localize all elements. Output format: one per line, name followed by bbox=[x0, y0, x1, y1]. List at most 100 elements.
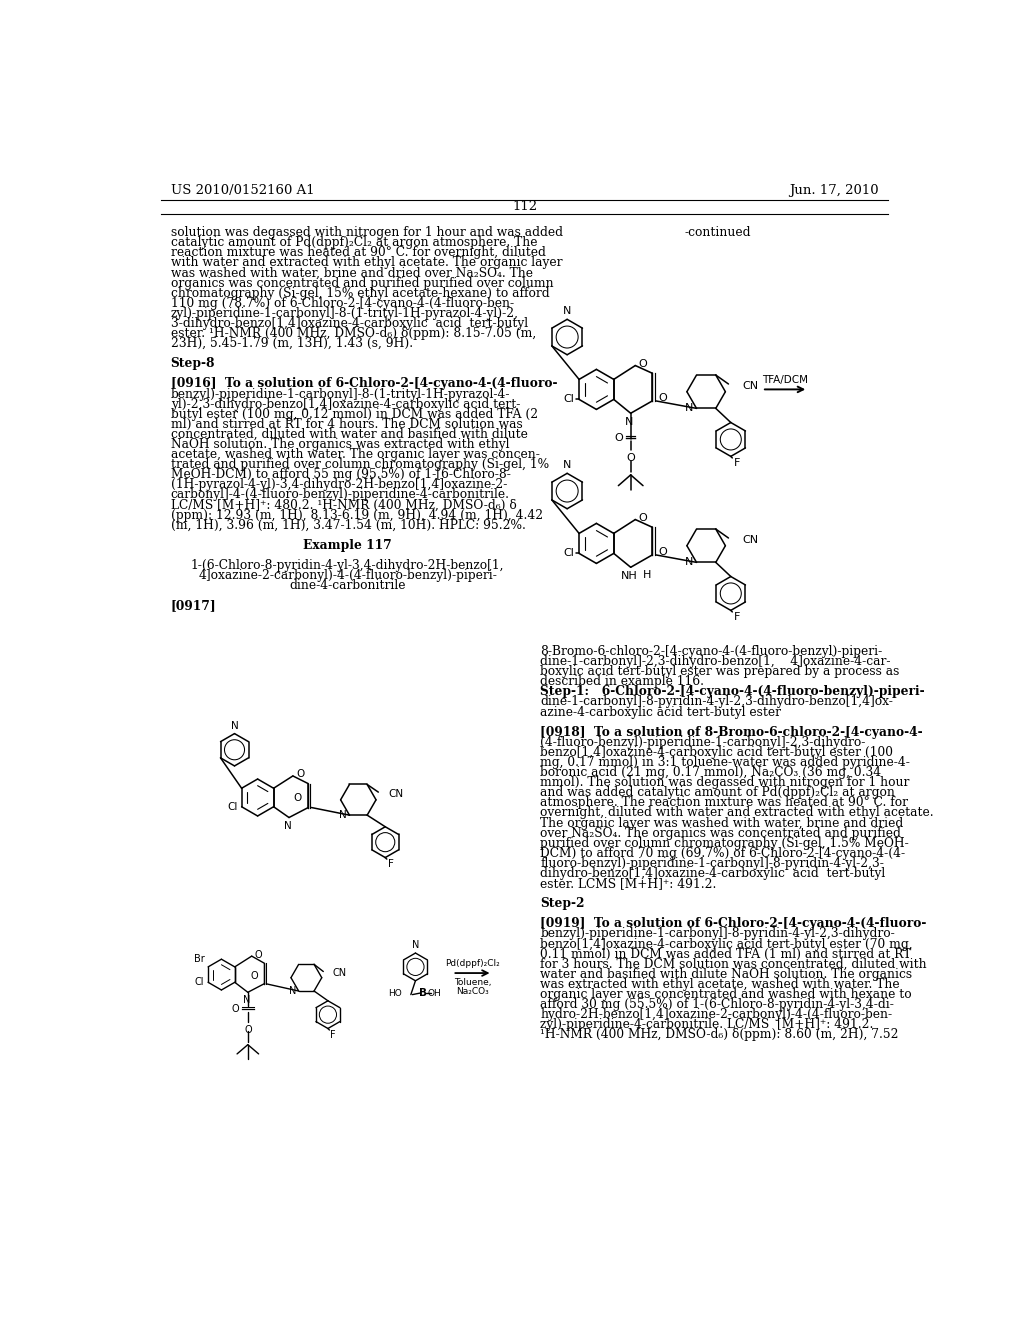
Text: CN: CN bbox=[388, 788, 403, 799]
Text: NH: NH bbox=[621, 572, 638, 581]
Text: Step-1:   6-Chloro-2-[4-cyano-4-(4-fluoro-benzyl)-piperi-: Step-1: 6-Chloro-2-[4-cyano-4-(4-fluoro-… bbox=[541, 685, 925, 698]
Text: benzyl)-piperidine-1-carbonyl]-8-pyridin-4-yl-2,3-dihydro-: benzyl)-piperidine-1-carbonyl]-8-pyridin… bbox=[541, 928, 895, 940]
Text: N: N bbox=[243, 995, 250, 1005]
Text: azine-4-carboxylic acid tert-butyl ester: azine-4-carboxylic acid tert-butyl ester bbox=[541, 706, 781, 718]
Text: B: B bbox=[419, 989, 427, 998]
Text: F: F bbox=[330, 1030, 336, 1040]
Text: Step-8: Step-8 bbox=[171, 358, 215, 371]
Text: (1H-pyrazol-4-yl)-3,4-dihydro-2H-benzo[1,4]oxazine-2-: (1H-pyrazol-4-yl)-3,4-dihydro-2H-benzo[1… bbox=[171, 478, 507, 491]
Text: DCM) to afford 70 mg (69.7%) of 6-Chloro-2-[4-cyano-4-(4-: DCM) to afford 70 mg (69.7%) of 6-Chloro… bbox=[541, 847, 905, 859]
Text: O: O bbox=[614, 433, 623, 444]
Text: (ppm): 12.93 (m, 1H), 8.13-6.19 (m, 9H), 4.94 (m, 1H), 4.42: (ppm): 12.93 (m, 1H), 8.13-6.19 (m, 9H),… bbox=[171, 508, 543, 521]
Text: N: N bbox=[685, 557, 693, 568]
Text: O: O bbox=[250, 972, 258, 981]
Text: MeOH-DCM) to afford 55 mg (95.5%) of 1-[6-Chloro-8-: MeOH-DCM) to afford 55 mg (95.5%) of 1-[… bbox=[171, 469, 511, 482]
Text: dine-1-carbonyl]-2,3-dihydro-benzo[1,    4]oxazine-4-car-: dine-1-carbonyl]-2,3-dihydro-benzo[1, 4]… bbox=[541, 655, 891, 668]
Text: was washed with water, brine and dried over Na₂SO₄. The: was washed with water, brine and dried o… bbox=[171, 267, 532, 280]
Text: Cl: Cl bbox=[563, 395, 574, 404]
Text: ¹H-NMR (400 MHz, DMSO-d₆) δ(ppm): 8.60 (m, 2H), 7.52: ¹H-NMR (400 MHz, DMSO-d₆) δ(ppm): 8.60 (… bbox=[541, 1028, 899, 1041]
Text: and was added catalytic amount of Pd(dppf)₂Cl₂ at argon: and was added catalytic amount of Pd(dpp… bbox=[541, 787, 895, 799]
Text: Na₂CO₃: Na₂CO₃ bbox=[456, 987, 488, 995]
Text: boxylic acid tert-butyl ester was prepared by a process as: boxylic acid tert-butyl ester was prepar… bbox=[541, 665, 899, 678]
Text: fluoro-benzyl)-piperidine-1-carbonyl]-8-pyridin-4-yl-2,3-: fluoro-benzyl)-piperidine-1-carbonyl]-8-… bbox=[541, 857, 884, 870]
Text: O: O bbox=[638, 513, 647, 523]
Text: [0917]: [0917] bbox=[171, 599, 216, 612]
Text: 110 mg (78.7%) of 6-Chloro-2-[4-cyano-4-(4-fluoro-ben-: 110 mg (78.7%) of 6-Chloro-2-[4-cyano-4-… bbox=[171, 297, 514, 310]
Text: HO: HO bbox=[388, 989, 401, 998]
Text: N: N bbox=[339, 810, 346, 820]
Text: organics was concentrated and purified purified over column: organics was concentrated and purified p… bbox=[171, 277, 553, 289]
Text: for 3 hours. The DCM solution was concentrated, diluted with: for 3 hours. The DCM solution was concen… bbox=[541, 958, 927, 970]
Text: CN: CN bbox=[742, 535, 759, 545]
Text: organic layer was concentrated and washed with hexane to: organic layer was concentrated and washe… bbox=[541, 987, 911, 1001]
Text: H: H bbox=[643, 570, 651, 579]
Text: water and basified with dilute NaOH solution. The organics: water and basified with dilute NaOH solu… bbox=[541, 968, 912, 981]
Text: F: F bbox=[734, 458, 740, 467]
Text: 3-dihydro-benzo[1,4]oxazine-4-carboxylic  acid  tert-butyl: 3-dihydro-benzo[1,4]oxazine-4-carboxylic… bbox=[171, 317, 527, 330]
Text: dine-4-carbonitrile: dine-4-carbonitrile bbox=[290, 579, 406, 593]
Text: Toluene,: Toluene, bbox=[454, 978, 492, 986]
Text: boronic acid (21 mg, 0.17 mmol), Na₂CO₃ (36 mg, 0.34: boronic acid (21 mg, 0.17 mmol), Na₂CO₃ … bbox=[541, 766, 882, 779]
Text: reaction mixture was heated at 90° C. for overnight, diluted: reaction mixture was heated at 90° C. fo… bbox=[171, 247, 546, 259]
Text: zyl)-piperidine-1-carbonyl]-8-(1-trityl-1H-pyrazol-4-yl)-2,: zyl)-piperidine-1-carbonyl]-8-(1-trityl-… bbox=[171, 306, 518, 319]
Text: N: N bbox=[625, 417, 633, 428]
Text: 8-Bromo-6-chloro-2-[4-cyano-4-(4-fluoro-benzyl)-piperi-: 8-Bromo-6-chloro-2-[4-cyano-4-(4-fluoro-… bbox=[541, 645, 883, 659]
Text: concentrated, diluted with water and basified with dilute: concentrated, diluted with water and bas… bbox=[171, 428, 527, 441]
Text: benzyl)-piperidine-1-carbonyl]-8-(1-trityl-1H-pyrazol-4-: benzyl)-piperidine-1-carbonyl]-8-(1-trit… bbox=[171, 388, 510, 400]
Text: [0918]  To a solution of 8-Bromo-6-chloro-2-[4-cyano-4-: [0918] To a solution of 8-Bromo-6-chloro… bbox=[541, 726, 923, 739]
Text: dihydro-benzo[1,4]oxazine-4-carboxylic  acid  tert-butyl: dihydro-benzo[1,4]oxazine-4-carboxylic a… bbox=[541, 867, 886, 880]
Text: chromatography (Si-gel, 15% ethyl acetate-hexane) to afford: chromatography (Si-gel, 15% ethyl acetat… bbox=[171, 286, 549, 300]
Text: 1-(6-Chloro-8-pyridin-4-yl-3,4-dihydro-2H-benzo[1,: 1-(6-Chloro-8-pyridin-4-yl-3,4-dihydro-2… bbox=[190, 560, 505, 572]
Text: N: N bbox=[412, 940, 419, 950]
Text: was extracted with ethyl acetate, washed with water. The: was extracted with ethyl acetate, washed… bbox=[541, 978, 900, 991]
Text: acetate, washed with water. The organic layer was concen-: acetate, washed with water. The organic … bbox=[171, 447, 540, 461]
Text: [0916]  To a solution of 6-Chloro-2-[4-cyano-4-(4-fluoro-: [0916] To a solution of 6-Chloro-2-[4-cy… bbox=[171, 378, 557, 391]
Text: benzo[1,4]oxazine-4-carboxylic acid tert-butyl ester (100: benzo[1,4]oxazine-4-carboxylic acid tert… bbox=[541, 746, 893, 759]
Text: Jun. 17, 2010: Jun. 17, 2010 bbox=[790, 185, 879, 197]
Text: hydro-2H-benzo[1,4]oxazine-2-carbonyl)-4-(4-fluoro-ben-: hydro-2H-benzo[1,4]oxazine-2-carbonyl)-4… bbox=[541, 1008, 892, 1022]
Text: solution was degassed with nitrogen for 1 hour and was added: solution was degassed with nitrogen for … bbox=[171, 226, 562, 239]
Text: F: F bbox=[734, 612, 740, 622]
Text: N: N bbox=[563, 461, 571, 470]
Text: with water and extracted with ethyl acetate. The organic layer: with water and extracted with ethyl acet… bbox=[171, 256, 562, 269]
Text: OH: OH bbox=[428, 989, 441, 998]
Text: O: O bbox=[627, 453, 635, 463]
Text: over Na₂SO₄. The organics was concentrated and purified: over Na₂SO₄. The organics was concentrat… bbox=[541, 826, 901, 840]
Text: 23H), 5.45-1.79 (m, 13H), 1.43 (s, 9H).: 23H), 5.45-1.79 (m, 13H), 1.43 (s, 9H). bbox=[171, 337, 413, 350]
Text: Br: Br bbox=[195, 954, 205, 964]
Text: zyl)-piperidine-4-carbonitrile. LC/MS  [M+H]⁺: 491.2.: zyl)-piperidine-4-carbonitrile. LC/MS [M… bbox=[541, 1018, 873, 1031]
Text: O: O bbox=[294, 793, 302, 804]
Text: 4]oxazine-2-carbonyl)-4-(4-fluoro-benzyl)-piperi-: 4]oxazine-2-carbonyl)-4-(4-fluoro-benzyl… bbox=[199, 569, 497, 582]
Text: O: O bbox=[658, 393, 668, 403]
Text: trated and purified over column chromatography (Si-gel, 1%: trated and purified over column chromato… bbox=[171, 458, 549, 471]
Text: O: O bbox=[244, 1024, 252, 1035]
Text: described in example 116.: described in example 116. bbox=[541, 676, 705, 688]
Text: N: N bbox=[284, 821, 292, 830]
Text: TFA/DCM: TFA/DCM bbox=[762, 375, 808, 385]
Text: F: F bbox=[388, 859, 394, 869]
Text: Pd(dppf)₂Cl₂: Pd(dppf)₂Cl₂ bbox=[445, 960, 500, 969]
Text: Step-2: Step-2 bbox=[541, 898, 585, 911]
Text: ester. LCMS [M+H]⁺: 491.2.: ester. LCMS [M+H]⁺: 491.2. bbox=[541, 876, 717, 890]
Text: -continued: -continued bbox=[684, 226, 751, 239]
Text: 0.11 mmol) in DCM was added TFA (1 ml) and stirred at RT: 0.11 mmol) in DCM was added TFA (1 ml) a… bbox=[541, 948, 911, 961]
Text: O: O bbox=[296, 770, 304, 779]
Text: (m, 1H), 3.96 (m, 1H), 3.47-1.54 (m, 10H). HPLC: 95.2%.: (m, 1H), 3.96 (m, 1H), 3.47-1.54 (m, 10H… bbox=[171, 519, 525, 532]
Text: N: N bbox=[230, 721, 239, 730]
Text: 112: 112 bbox=[512, 201, 538, 214]
Text: overnight, diluted with water and extracted with ethyl acetate.: overnight, diluted with water and extrac… bbox=[541, 807, 934, 820]
Text: The organic layer was washed with water, brine and dried: The organic layer was washed with water,… bbox=[541, 817, 903, 829]
Text: dine-1-carbonyl]-8-pyridin-4-yl-2,3-dihydro-benzo[1,4]ox-: dine-1-carbonyl]-8-pyridin-4-yl-2,3-dihy… bbox=[541, 696, 893, 709]
Text: mg, 0.17 mmol) in 3:1 toluene-water was added pyridine-4-: mg, 0.17 mmol) in 3:1 toluene-water was … bbox=[541, 756, 910, 770]
Text: Cl: Cl bbox=[227, 801, 238, 812]
Text: N: N bbox=[289, 986, 296, 997]
Text: O: O bbox=[254, 949, 261, 960]
Text: NaOH solution. The organics was extracted with ethyl: NaOH solution. The organics was extracte… bbox=[171, 438, 509, 451]
Text: benzo[1,4]oxazine-4-carboxylic acid tert-butyl ester (70 mg,: benzo[1,4]oxazine-4-carboxylic acid tert… bbox=[541, 937, 912, 950]
Text: Example 117: Example 117 bbox=[303, 539, 392, 552]
Text: purified over column chromatography (Si-gel, 1.5% MeOH-: purified over column chromatography (Si-… bbox=[541, 837, 909, 850]
Text: [0919]  To a solution of 6-Chloro-2-[4-cyano-4-(4-fluoro-: [0919] To a solution of 6-Chloro-2-[4-cy… bbox=[541, 917, 927, 931]
Text: O: O bbox=[638, 359, 647, 370]
Text: (4-fluoro-benzyl)-piperidine-1-carbonyl]-2,3-dihydro-: (4-fluoro-benzyl)-piperidine-1-carbonyl]… bbox=[541, 735, 865, 748]
Text: yl)-2,3-dihydro-benzo[1,4]oxazine-4-carboxylic acid tert-: yl)-2,3-dihydro-benzo[1,4]oxazine-4-carb… bbox=[171, 397, 520, 411]
